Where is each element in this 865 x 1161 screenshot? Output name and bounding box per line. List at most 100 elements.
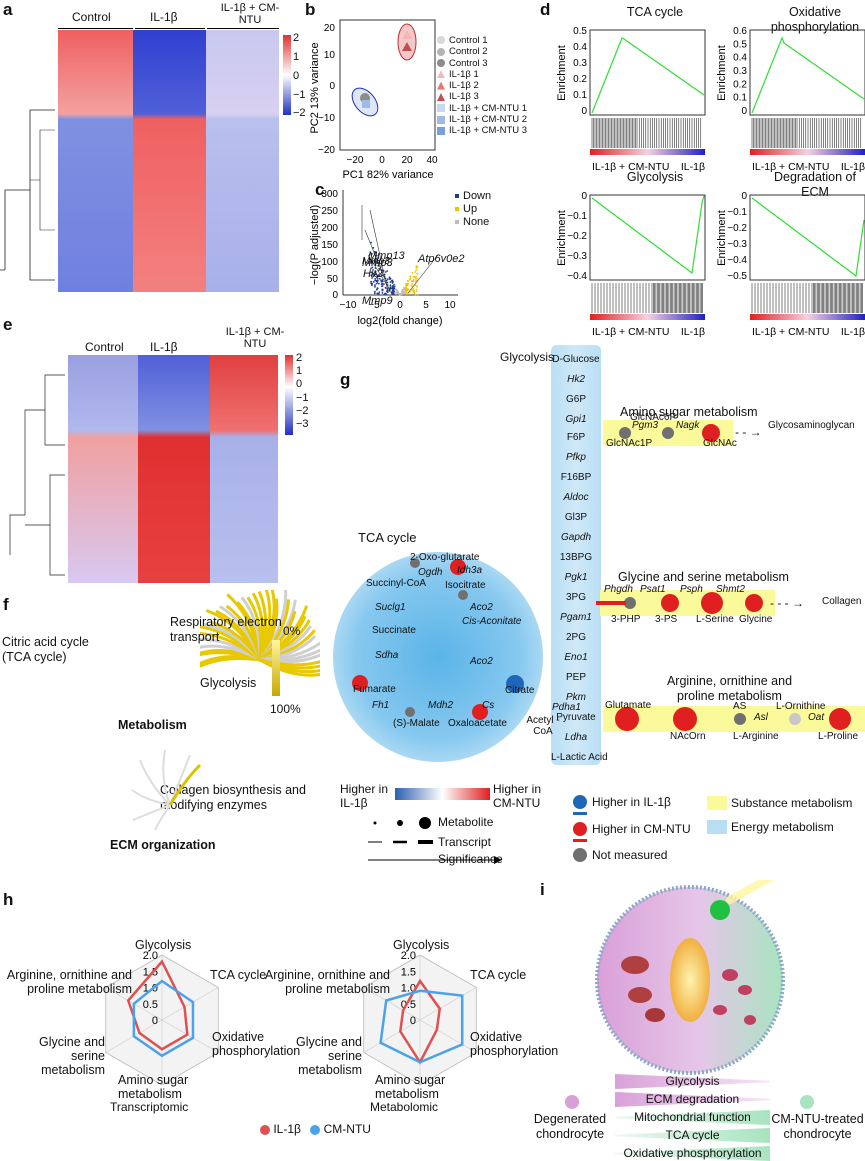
svg-text:10: 10 (444, 300, 456, 311)
volcano-point (384, 271, 387, 273)
volcano-point (410, 289, 413, 291)
volcano-point (390, 279, 393, 282)
volcano-point (378, 291, 381, 294)
glycine-node: 3-PHP (611, 614, 641, 625)
svg-text:−0.3: −0.3 (727, 239, 747, 250)
volcano-point (386, 270, 389, 272)
radar-legend: IL-1β CM-NTU (260, 1122, 371, 1136)
svg-text:−0.2: −0.2 (567, 231, 587, 242)
volcano-legend: Down Up None (455, 190, 491, 229)
volcano-point (405, 292, 408, 295)
svg-text:150: 150 (321, 240, 338, 251)
volcano-point (374, 277, 377, 280)
label-respiratory: Respiratory electron transport (170, 615, 282, 644)
volcano-point (388, 278, 391, 281)
glycolysis-step: Aldoc (563, 492, 589, 503)
volcano-point (411, 271, 414, 274)
volcano-point (415, 288, 418, 291)
volcano-point (385, 279, 388, 282)
glycine-node: L-Serine (696, 614, 734, 625)
volcano-point (376, 287, 379, 290)
volcano-point (370, 280, 373, 283)
tca-metabolite-dot (450, 559, 466, 575)
radar-axis-label: Glycolysis (135, 938, 192, 952)
pca-ytick: −10 (318, 113, 335, 124)
glycine-node: Psat1 (640, 584, 666, 595)
volcano-point (385, 290, 388, 293)
pca-legend-item: IL-1β + CM-NTU 1 (437, 103, 527, 114)
volcano-point (399, 293, 402, 296)
volcano-point (373, 292, 376, 295)
pca-legend: Control 1 Control 2 Control 3 IL-1β 1 IL-1β … (437, 35, 527, 137)
volcano-point (416, 293, 419, 296)
volcano-point (385, 293, 388, 296)
panel-label-h: h (3, 890, 14, 909)
volcano-point (381, 291, 384, 294)
volcano-point (415, 269, 418, 271)
panel-label-b: b (305, 0, 316, 19)
svg-text:0.4: 0.4 (733, 53, 747, 64)
svg-text:300: 300 (321, 189, 338, 200)
glycolysis-step: Hk2 (567, 374, 585, 385)
gsea-plot: 0.5 0.4 0.3 0.2 0.1 0 Enrichment IL-1β + CM-NTU… (556, 26, 706, 173)
arginine-node: L-Arginine (733, 731, 779, 742)
pathway-sunburst (200, 590, 320, 677)
volcano-point (374, 284, 376, 287)
volcano-point (376, 281, 379, 283)
svg-text:−0.1: −0.1 (727, 207, 747, 218)
arginine-node: L-Proline (818, 731, 859, 742)
glycine-node: Glycine (739, 614, 773, 625)
collagen-arrow: - - - → (770, 596, 804, 610)
volcano-point (392, 286, 394, 289)
tca-node: Cs (482, 700, 495, 711)
volcano-point (414, 271, 417, 273)
svg-text:0.5: 0.5 (143, 999, 158, 1011)
f-scale-bar (272, 640, 280, 696)
pca-legend-item: Control 1 (437, 35, 527, 46)
volcano-point (372, 281, 375, 283)
svg-text:0: 0 (581, 191, 587, 202)
svg-text:0: 0 (152, 1015, 158, 1027)
gene-mmp3: Mmp3 (362, 257, 393, 269)
volcano-point (415, 290, 418, 293)
panel-label-g: g (340, 370, 351, 389)
amino-node: Pgm3 (632, 420, 659, 431)
volcano-point (381, 288, 384, 291)
glycine-node: Phgdh (604, 584, 633, 595)
radar-axis-label: Oxidative phosphorylation (470, 1030, 559, 1058)
svg-text:0: 0 (741, 191, 747, 202)
volcano-point (370, 284, 373, 287)
gene-atp6v0e2: Atp6v0e2 (418, 253, 465, 265)
radar-series-1 (379, 989, 464, 1064)
volcano-point (412, 287, 414, 290)
label-degenerated: Degenerated chondrocyte (533, 1112, 607, 1141)
label-collagen: Collagen biosynthesis and modifying enzy… (160, 783, 306, 812)
volcano-point (403, 287, 406, 290)
glycolysis-step: F6P (566, 432, 586, 443)
gsea-title: Glycolysis (626, 170, 684, 184)
svg-text:IL-1β + CM-NTU: IL-1β + CM-NTU (752, 326, 830, 338)
size-legend (368, 817, 502, 864)
arginine-node: L-Ornithine (776, 701, 826, 712)
heatmap-e-group-1: Control (85, 340, 124, 354)
svg-text:1.0: 1.0 (401, 983, 416, 995)
volcano-point (393, 289, 396, 291)
pca-ytick: −20 (318, 145, 335, 156)
pca-ytick: 0 (329, 81, 335, 92)
glycolysis-step: PEP (565, 672, 586, 683)
comparison-label: Glycolysis (665, 1074, 720, 1088)
gradient-legend (395, 788, 490, 800)
volcano-point (413, 275, 416, 278)
glycolysis-step: Pgam1 (560, 612, 592, 623)
amino-node: Nagk (676, 420, 700, 431)
glycine-node: Collagen (822, 596, 862, 607)
volcano-point (412, 280, 415, 282)
tca-node: Sdha (375, 650, 399, 661)
amino-arrow: - - → (735, 425, 762, 439)
svg-text:IL-1β + CM-NTU: IL-1β + CM-NTU (592, 161, 670, 173)
comparison-label: TCA cycle (665, 1128, 720, 1142)
radar-axis-label: Arginine, ornithine and proline metaboli… (6, 968, 132, 996)
svg-text:2.0: 2.0 (143, 950, 158, 962)
svg-text:2.0: 2.0 (401, 950, 416, 962)
svg-text:IL-1β + CM-NTU: IL-1β + CM-NTU (752, 161, 830, 173)
